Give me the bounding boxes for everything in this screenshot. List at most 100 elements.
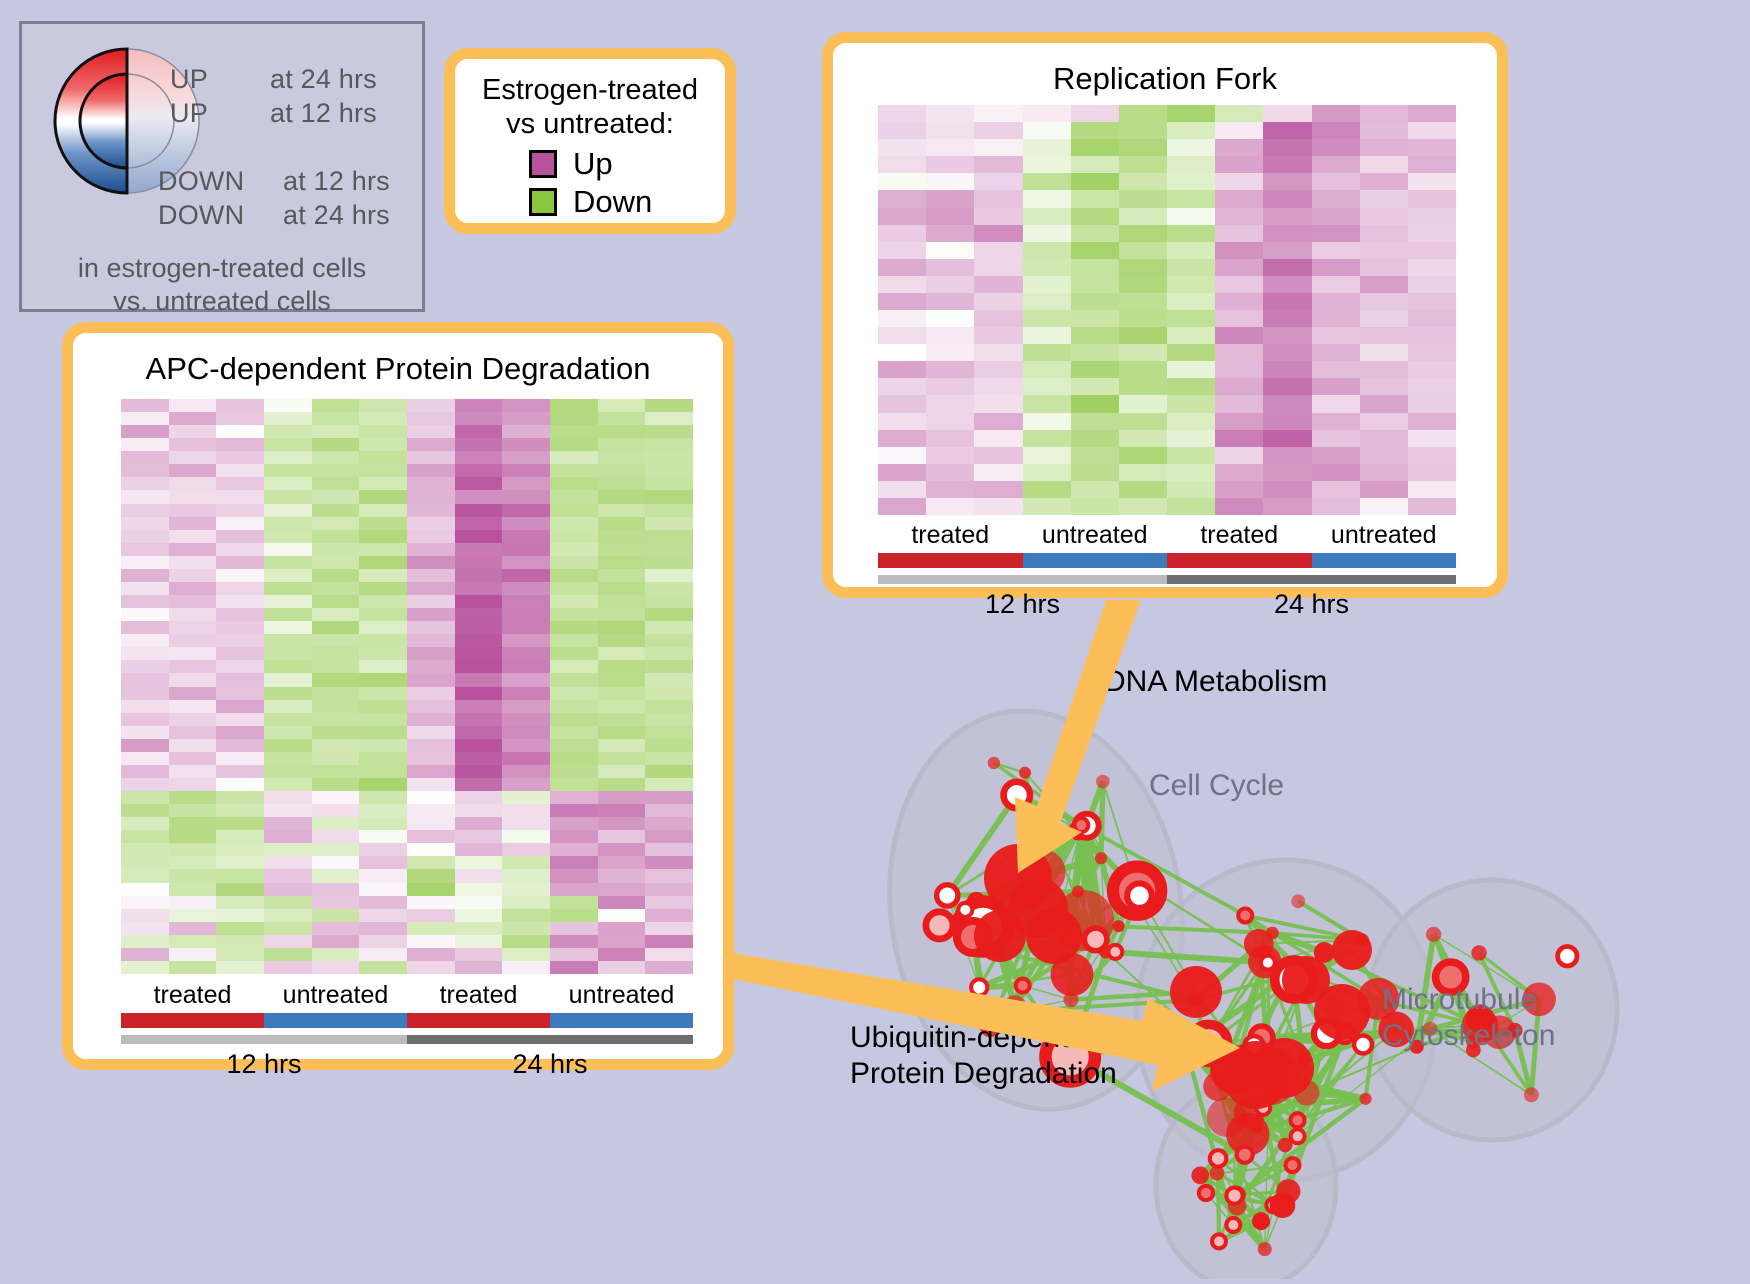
- heatmap-cell: [1167, 190, 1215, 207]
- heatmap-cell: [550, 582, 598, 595]
- treatment-bar-segment: [1023, 553, 1168, 568]
- heatmap-cell: [359, 791, 407, 804]
- treatment-bar-segment: [550, 1013, 693, 1028]
- heatmap-cell: [264, 896, 312, 909]
- heatmap-cell: [264, 451, 312, 464]
- replication-fork-heatmap: [878, 105, 1456, 515]
- heatmap-cell: [1071, 173, 1119, 190]
- heatmap-cell: [1408, 259, 1456, 276]
- ubiquitin-line2: Protein Degradation: [850, 1056, 1119, 1092]
- heatmap-cell: [502, 752, 550, 765]
- heatmap-cell: [550, 595, 598, 608]
- heatmap-cell: [550, 726, 598, 739]
- heatmap-cell: [407, 556, 455, 569]
- heatmap-cell: [598, 948, 646, 961]
- heatmap-cell: [645, 608, 693, 621]
- heatmap-cell: [216, 582, 264, 595]
- heatmap-cell: [1312, 156, 1360, 173]
- heatmap-cell: [598, 778, 646, 791]
- heatmap-cell: [407, 464, 455, 477]
- heatmap-cell: [407, 896, 455, 909]
- heatmap-cell: [1071, 344, 1119, 361]
- heatmap-cell: [502, 687, 550, 700]
- heatmap-cell: [878, 139, 926, 156]
- heatmap-cell: [1119, 276, 1167, 293]
- heatmap-cell: [1071, 327, 1119, 344]
- heatmap-cell: [359, 608, 407, 621]
- heatmap-cell: [645, 791, 693, 804]
- heatmap-cell: [502, 412, 550, 425]
- scale-at-24-label: at 24 hrs: [270, 64, 377, 95]
- heatmap-cell: [1071, 105, 1119, 122]
- heatmap-cell: [878, 395, 926, 412]
- heatmap-cell: [502, 556, 550, 569]
- heatmap-cell: [455, 556, 503, 569]
- heatmap-cell: [121, 817, 169, 830]
- network-node: [1199, 1186, 1213, 1200]
- heatmap-cell: [1167, 327, 1215, 344]
- heatmap-cell: [598, 504, 646, 517]
- heatmap-cell: [169, 739, 217, 752]
- heatmap-cell: [502, 608, 550, 621]
- heatmap-cell: [550, 922, 598, 935]
- heatmap-cell: [216, 438, 264, 451]
- updown-legend-panel: Estrogen-treated vs untreated: Up Down: [444, 48, 736, 234]
- heatmap-cell: [598, 817, 646, 830]
- heatmap-cell: [1215, 498, 1263, 515]
- heatmap-cell: [1408, 293, 1456, 310]
- heatmap-cell: [1312, 361, 1360, 378]
- heatmap-cell: [216, 530, 264, 543]
- heatmap-cell: [1023, 156, 1071, 173]
- heatmap-cell: [216, 739, 264, 752]
- heatmap-cell: [1263, 447, 1311, 464]
- heatmap-cell: [455, 830, 503, 843]
- heatmap-cell: [455, 517, 503, 530]
- heatmap-cell: [121, 621, 169, 634]
- heatmap-cell: [216, 608, 264, 621]
- ubiquitin-line1: Ubiquitin-dependent: [850, 1020, 1119, 1056]
- heatmap-cell: [312, 504, 360, 517]
- heatmap-cell: [1023, 464, 1071, 481]
- heatmap-cell: [598, 687, 646, 700]
- heatmap-cell: [1360, 105, 1408, 122]
- heatmap-cell: [1215, 378, 1263, 395]
- heatmap-cell: [1312, 447, 1360, 464]
- network-node: [1226, 1188, 1242, 1204]
- heatmap-cell: [645, 922, 693, 935]
- heatmap-cell: [1023, 344, 1071, 361]
- heatmap-cell: [121, 556, 169, 569]
- heatmap-cell: [216, 804, 264, 817]
- heatmap-cell: [1023, 122, 1071, 139]
- network-node: [1291, 894, 1305, 908]
- network-node: [1332, 930, 1372, 970]
- group-label: untreated: [1312, 521, 1457, 550]
- heatmap-cell: [312, 634, 360, 647]
- heatmap-cell: [1023, 173, 1071, 190]
- network-node: [1016, 979, 1030, 993]
- heatmap-cell: [1360, 259, 1408, 276]
- heatmap-cell: [974, 173, 1022, 190]
- heatmap-cell: [1167, 276, 1215, 293]
- heatmap-cell: [598, 490, 646, 503]
- time-bar-segment: [121, 1035, 407, 1044]
- heatmap-cell: [1119, 464, 1167, 481]
- heatmap-cell: [121, 961, 169, 974]
- heatmap-cell: [645, 869, 693, 882]
- heatmap-cell: [926, 139, 974, 156]
- replication-fork-title: Replication Fork: [833, 61, 1497, 97]
- heatmap-cell: [121, 673, 169, 686]
- heatmap-cell: [264, 922, 312, 935]
- heatmap-cell: [264, 530, 312, 543]
- heatmap-cell: [550, 477, 598, 490]
- heatmap-cell: [645, 765, 693, 778]
- heatmap-cell: [550, 660, 598, 673]
- heatmap-cell: [455, 817, 503, 830]
- heatmap-cell: [169, 477, 217, 490]
- heatmap-cell: [169, 673, 217, 686]
- heatmap-cell: [1408, 378, 1456, 395]
- heatmap-cell: [169, 634, 217, 647]
- network-node: [1258, 1242, 1272, 1256]
- heatmap-cell: [169, 517, 217, 530]
